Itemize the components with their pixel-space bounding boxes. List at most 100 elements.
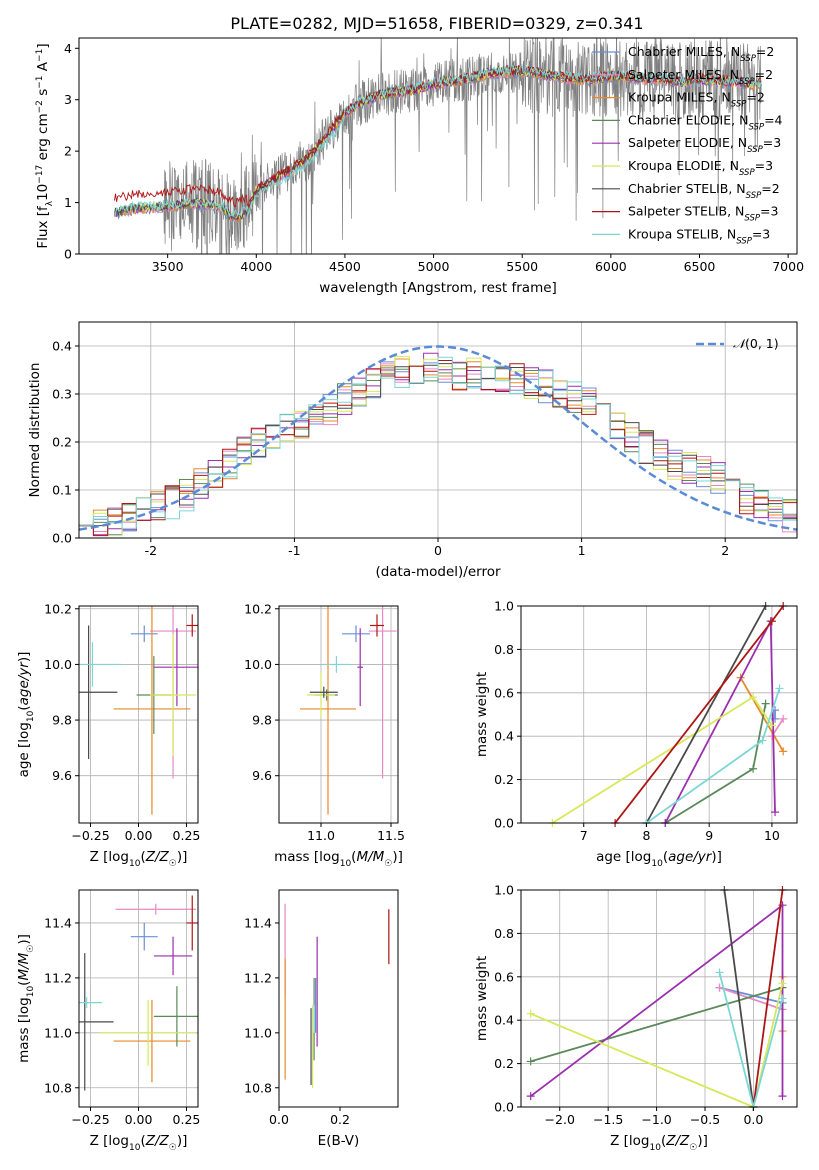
spectrum-model-salpeter-stelib: [114, 64, 762, 211]
mass_vs_Z-ytick-label: 11.4: [44, 915, 72, 930]
series-line: [530, 986, 783, 1063]
mass_vs_EBV-panel: 0.0 0.2 10.8 11.0 11.2 11.4 E(B-V): [244, 889, 399, 1149]
series-marker: [761, 699, 770, 708]
mass_vs_Z-ytick-label: 11.2: [44, 970, 72, 985]
legend-entry: Kroupa MILES, NSSP=2: [628, 90, 765, 110]
spectrum-xtick-label: 6000: [595, 259, 627, 274]
age_vs_mass-point-salpeter-stelib: [370, 614, 384, 637]
mass_vs_Z-point-kroupa-miles: [113, 999, 191, 1083]
gaussian-reference-curve: [78, 345, 798, 531]
age_vs_mass-ytick-label: 9.8: [252, 713, 272, 728]
age_vs_mass-point-salpeter-miles: [368, 606, 397, 779]
spectrum-xtick-label: 4000: [240, 259, 272, 274]
series-marker: [767, 721, 776, 730]
massweight_vs_age-xtick-label: 9: [705, 828, 713, 843]
mass_vs_Z-ytick-label: 11.0: [44, 1025, 72, 1040]
series-marker: [779, 747, 788, 756]
age_vs_mass-plot-area: [300, 606, 397, 815]
age_vs_mass-xtick-label: 11.0: [307, 828, 335, 843]
series-marker: [775, 684, 784, 693]
age_vs_Z-ytick-label: 10.0: [44, 657, 72, 672]
residuals-ytick-label: 0.4: [52, 339, 72, 354]
age_vs_Z-ytick-label: 9.8: [52, 713, 72, 728]
series-marker: [779, 714, 788, 723]
spectrum-xtick-label: 3500: [152, 259, 184, 274]
mass_vs_Z-xtick-label: 0.00: [125, 1112, 153, 1127]
age_vs_Z-point-chabrier-stelib: [79, 625, 118, 760]
series-marker: [749, 764, 758, 773]
massweight_vs_Z-panel: −2.0 −1.5 −1.0 −0.5 0.0 0.0 0.2 0.4 0.6 0.8 1.0 Z […: [474, 883, 798, 1153]
mass_vs_EBV-frame: [278, 889, 399, 1108]
series-line: [645, 605, 767, 824]
massweight_vs_Z-ylabel: mass weight: [474, 956, 490, 1041]
residuals-xtick-label: -2: [145, 543, 157, 558]
age_vs_mass-panel: 11.0 11.5 9.6 9.8 10.0 10.2 mass [log10(M/M☉)]: [244, 601, 405, 869]
legend-entry: Chabrier ELODIE, NSSP=4: [628, 112, 783, 132]
massweight_vs_age-xlabel: age [log10(age/yr)]: [596, 849, 722, 869]
mass_vs_EBV-xtick-label: 0.2: [330, 1112, 350, 1127]
massweight_vs_age-ytick-label: 0.8: [494, 642, 514, 657]
mass_vs_EBV-xlabel: E(B-V): [318, 1133, 360, 1149]
residuals-ytick-label: 0.0: [52, 531, 72, 546]
mass_vs_Z-point-salpeter-stelib: [186, 895, 198, 951]
mass_vs_Z-point-salpeter-miles: [115, 903, 197, 915]
spectrum-ytick-label: 4: [64, 41, 72, 56]
massweight_vs_age-plot-area: [548, 602, 788, 827]
series-line: [752, 889, 784, 1108]
massweight_vs_Z-xtick-label: 0.0: [743, 1112, 763, 1127]
mass_vs_Z-plot-area: [79, 895, 198, 1091]
series-line: [739, 677, 784, 752]
massweight_vs_Z-ytick-label: 0.4: [494, 1013, 514, 1028]
residuals-legend: 𝒩(0, 1): [696, 336, 779, 351]
age_vs_Z-plot-area: [79, 606, 198, 815]
massweight_vs_age-ytick-label: 1.0: [494, 599, 514, 614]
massweight_vs_Z-plot-area: [526, 886, 787, 1111]
mass_vs_Z-xtick-label: −0.25: [71, 1112, 109, 1127]
residual-hist-kroupa-stelib: [79, 356, 797, 529]
series-marker: [778, 979, 787, 988]
spectrum-panel: 3500 4000 4500 5000 5500 6000 6500 7000 0 1 2 3 4 wav…: [35, 37, 804, 296]
massweight_vs_Z-series-salpeter-elodie: [526, 901, 787, 1101]
mass_vs_Z-ytick-label: 10.8: [44, 1080, 72, 1095]
spectrum-xtick-label: 5500: [506, 259, 538, 274]
massweight_vs_Z-ytick-label: 0.2: [494, 1056, 514, 1071]
legend-entry: Chabrier MILES, NSSP=2: [628, 44, 774, 64]
age_vs_mass-xlabel: mass [log10(M/M☉)]: [274, 849, 403, 869]
age_vs_mass-point-chabrier-stelib: [309, 686, 338, 698]
mass_vs_Z-point-chabrier-miles: [130, 922, 158, 951]
series-marker: [715, 983, 724, 992]
massweight_vs_Z-xlabel: Z [log10(Z/Z☉)]: [610, 1133, 708, 1153]
residuals-plot-area: [78, 345, 798, 537]
series-marker: [767, 617, 776, 626]
plot-layer: 3500 4000 4500 5000 5500 6000 6500 7000 0 1 2 3 4 wav…: [16, 37, 804, 1153]
spectrum-ytick-label: 2: [64, 144, 72, 159]
spectrum-plot-area: [114, 38, 762, 254]
series-marker: [526, 1009, 535, 1018]
massweight_vs_Z-ytick-label: 0.8: [494, 926, 514, 941]
massweight_vs_age-ytick-label: 0.0: [494, 816, 514, 831]
spectrum-xtick-label: 6500: [684, 259, 716, 274]
mass_vs_Z-point-chabrier-stelib: [79, 953, 114, 1091]
residuals-xtick-label: -1: [288, 543, 300, 558]
series-marker: [526, 1092, 535, 1101]
age_vs_Z-point-chabrier-miles: [130, 625, 158, 643]
spectrum-model-kroupa-stelib: [114, 63, 762, 218]
age_vs_Z-point-kroupa-stelib: [79, 642, 122, 687]
spectrum-ytick-label: 3: [64, 92, 72, 107]
massweight_vs_Z-xtick-label: −2.0: [545, 1112, 575, 1127]
age_vs_Z-point-salpeter-stelib: [186, 614, 198, 637]
age_vs_mass-point-salpeter-elodie: [357, 628, 363, 707]
massweight_vs_age-ytick-label: 0.2: [494, 772, 514, 787]
spectrum-ytick-label: 0: [64, 247, 72, 262]
residuals-panel: -2 -1 0 1 2 0.0 0.1 0.2 0.3 0.4 (data-model)/error…: [27, 321, 798, 580]
mass_vs_Z-point-kroupa-stelib: [79, 997, 103, 1009]
massweight_vs_Z-ytick-label: 1.0: [494, 883, 514, 898]
legend-entry-gaussian: 𝒩(0, 1): [733, 336, 779, 351]
massweight_vs_age-ytick-label: 0.4: [494, 729, 514, 744]
residuals-xlabel: (data-model)/error: [375, 564, 501, 580]
massweight_vs_age-frame: [520, 605, 798, 824]
mass_vs_Z-ylabel: mass [log10(M/M☉)]: [16, 934, 36, 1063]
residuals-xtick-label: 2: [721, 543, 729, 558]
mass_vs_EBV-ytick-label: 11.0: [244, 1025, 272, 1040]
massweight_vs_age-xtick-label: 10: [764, 828, 780, 843]
